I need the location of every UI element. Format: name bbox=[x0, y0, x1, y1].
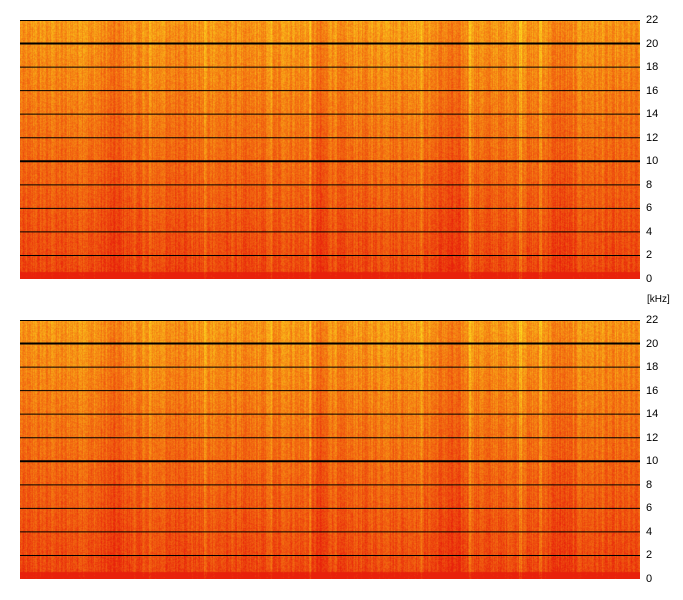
y-tick-label: 8 bbox=[646, 478, 653, 491]
y-tick-label: 8 bbox=[646, 178, 653, 191]
spectrogram-bottom-gridlines bbox=[20, 320, 640, 556]
y-tick-label: 0 bbox=[646, 573, 653, 585]
spectrogram-top-gridlines bbox=[20, 20, 640, 256]
y-tick-label: 16 bbox=[646, 384, 659, 397]
y-tick-label: 10 bbox=[646, 155, 659, 168]
y-tick-label: 12 bbox=[646, 131, 659, 144]
y-tick-label: 16 bbox=[646, 84, 659, 97]
y-tick-label: 4 bbox=[646, 525, 653, 538]
y-tick-label: 14 bbox=[646, 408, 659, 421]
y-tick-label: 2 bbox=[646, 549, 653, 562]
spectrogram-bottom-image bbox=[20, 320, 640, 579]
y-tick-label: 6 bbox=[646, 502, 653, 515]
spectrogram-top-image bbox=[20, 20, 640, 279]
y-axis-unit-label: [kHz] bbox=[647, 294, 670, 305]
y-tick-label: 2 bbox=[646, 249, 653, 262]
y-tick-label: 10 bbox=[646, 455, 659, 468]
y-tick-label: 22 bbox=[646, 314, 659, 326]
y-tick-label: 22 bbox=[646, 14, 659, 26]
y-tick-label: 20 bbox=[646, 37, 659, 50]
y-tick-label: 20 bbox=[646, 337, 659, 350]
spectrogram-bottom bbox=[20, 320, 640, 579]
y-tick-label: 0 bbox=[646, 273, 653, 285]
spectrogram-top bbox=[20, 20, 640, 279]
y-tick-label: 18 bbox=[646, 361, 659, 374]
y-tick-label: 6 bbox=[646, 202, 653, 215]
y-axis-ticks-bottom: 0 2 4 6 8 10 12 14 16 18 20 22 bbox=[640, 314, 680, 585]
y-tick-label: 12 bbox=[646, 431, 659, 444]
y-tick-label: 4 bbox=[646, 225, 653, 238]
y-axis-ticks-top: 0 2 4 6 8 10 12 14 16 18 20 22 bbox=[640, 14, 680, 285]
y-tick-label: 18 bbox=[646, 61, 659, 74]
y-tick-label: 14 bbox=[646, 108, 659, 121]
